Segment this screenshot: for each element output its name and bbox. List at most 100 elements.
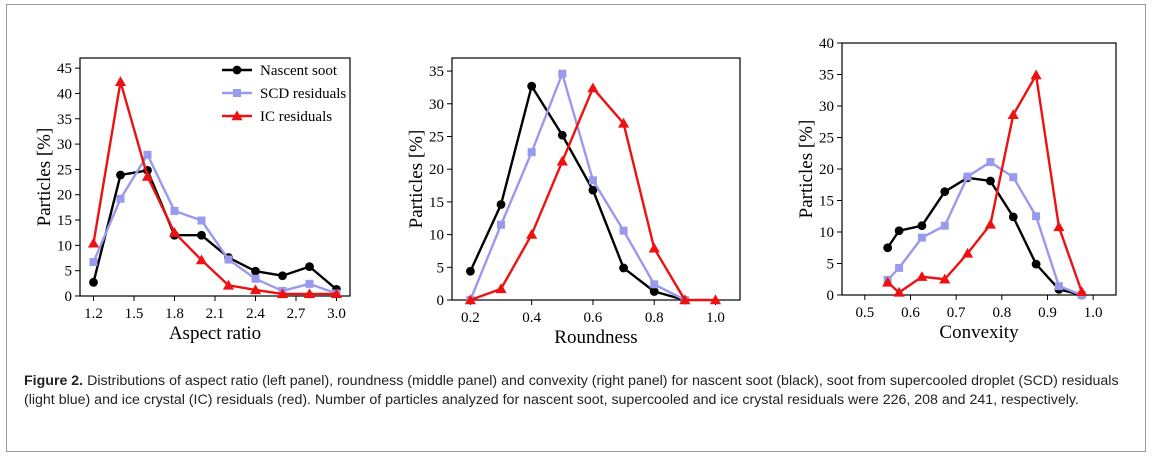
data-point-triangle <box>231 110 243 121</box>
caption-label: Figure 2. <box>24 373 84 389</box>
data-point-triangle <box>114 76 127 86</box>
y-tick-label: 15 <box>57 213 72 229</box>
legend-label: Nascent soot <box>260 63 338 79</box>
x-tick-label: 0.5 <box>855 305 874 321</box>
data-point-square <box>588 176 597 185</box>
x-tick-label: 0.6 <box>584 310 603 326</box>
data-point-square <box>1054 282 1063 291</box>
y-tick-label: 20 <box>819 162 834 178</box>
data-point-triangle <box>893 286 905 297</box>
y-tick-label: 30 <box>57 137 72 153</box>
data-point-circle <box>940 187 950 197</box>
data-point-square <box>963 172 972 181</box>
series-line <box>92 153 337 295</box>
data-point-square <box>917 233 926 242</box>
data-point-square <box>143 150 152 159</box>
y-tick-label: 0 <box>437 293 445 309</box>
data-point-triangle <box>249 284 262 295</box>
y-axis-label: Particles [%] <box>796 120 817 219</box>
x-tick-label: 0.7 <box>947 305 966 321</box>
data-point-triangle <box>526 228 538 239</box>
data-point-circle <box>649 287 659 296</box>
convexity-chart: 0 5 10 15 20 25 30 35 40 0.5 0.6 0.7 0.8 0.9 1.0 Convex… <box>796 36 1117 343</box>
data-point-triangle <box>1076 286 1088 297</box>
data-point-circle <box>588 185 598 195</box>
data-point-square <box>895 263 904 272</box>
data-point-circle <box>527 81 537 91</box>
data-point-triangle <box>648 242 660 253</box>
data-point-circle <box>278 271 287 281</box>
y-tick-label: 25 <box>819 131 834 147</box>
series-line <box>469 84 686 302</box>
data-point-square <box>1009 173 1018 182</box>
y-tick-label: 5 <box>437 260 445 276</box>
x-tick-label: 2.7 <box>287 306 306 322</box>
data-point-square <box>197 216 206 225</box>
data-point-triangle <box>961 247 974 258</box>
x-tick-label: 3.0 <box>327 306 346 322</box>
legend-label: IC residuals <box>260 109 332 125</box>
y-tick-label: 40 <box>57 86 72 102</box>
data-point-circle <box>917 221 927 231</box>
data-point-square <box>224 255 233 264</box>
x-tick-label: 0.8 <box>645 310 664 326</box>
data-point-triangle <box>587 82 599 93</box>
data-point-circle <box>1031 259 1041 269</box>
y-tick-label: 10 <box>429 228 444 244</box>
x-tick-label: 2.1 <box>206 306 225 322</box>
y-tick-label: 30 <box>429 97 444 113</box>
y-tick-label: 10 <box>57 238 72 254</box>
data-point-circle <box>89 277 98 287</box>
roundness-chart: 0 5 10 15 20 25 30 35 0.2 0.4 0.6 0.8 1.0 Roundness Pa… <box>406 57 741 348</box>
data-point-triangle <box>303 288 316 299</box>
x-axis-label: Aspect ratio <box>169 323 261 344</box>
x-tick-label: 2.4 <box>246 306 265 322</box>
x-tick-label: 1.2 <box>84 306 103 322</box>
data-point-circle <box>305 262 314 272</box>
x-tick-label: 0.9 <box>1038 305 1057 321</box>
data-point-triangle <box>222 279 235 290</box>
data-point-triangle <box>1053 221 1065 232</box>
data-point-square <box>940 221 949 230</box>
data-point-square <box>497 220 506 229</box>
y-tick-label: 0 <box>65 289 73 305</box>
data-point-triangle <box>709 294 722 305</box>
y-tick-label: 35 <box>429 64 444 80</box>
y-tick-label: 25 <box>57 162 72 178</box>
data-point-triangle <box>495 283 507 294</box>
data-point-triangle <box>276 288 289 299</box>
data-point-triangle <box>1030 69 1042 80</box>
y-axis-label: Particles [%] <box>34 128 55 227</box>
x-tick-label: 0.8 <box>992 305 1011 321</box>
data-point-circle <box>232 65 242 75</box>
series-line <box>886 73 1083 294</box>
data-point-triangle <box>617 117 630 128</box>
x-tick-label: 0.4 <box>522 310 541 326</box>
x-tick-label: 1.0 <box>706 310 725 326</box>
figure-caption: Figure 2. Distributions of aspect ratio … <box>24 372 1129 410</box>
series-line <box>886 176 1083 297</box>
data-point-square <box>116 194 125 203</box>
y-tick-label: 30 <box>819 99 834 115</box>
data-point-circle <box>197 230 206 240</box>
x-tick-label: 0.2 <box>461 310 480 326</box>
y-tick-label: 35 <box>57 112 72 128</box>
x-tick-label: 1.8 <box>165 306 184 322</box>
plot-frame <box>451 57 741 301</box>
y-axis-label: Particles [%] <box>406 130 427 229</box>
x-tick-label: 0.6 <box>901 305 920 321</box>
data-point-square <box>558 69 567 78</box>
data-point-circle <box>986 176 995 186</box>
data-point-circle <box>883 243 893 253</box>
data-point-square <box>986 158 995 167</box>
data-point-square <box>170 206 179 215</box>
figure-frame <box>6 4 1146 452</box>
series-line <box>92 169 338 291</box>
y-tick-label: 40 <box>819 36 834 52</box>
y-tick-label: 20 <box>57 188 72 204</box>
data-point-triangle <box>939 273 951 284</box>
x-axis-label: Roundness <box>554 327 637 348</box>
data-point-circle <box>251 266 260 276</box>
data-point-square <box>233 89 241 97</box>
data-point-circle <box>116 170 125 180</box>
